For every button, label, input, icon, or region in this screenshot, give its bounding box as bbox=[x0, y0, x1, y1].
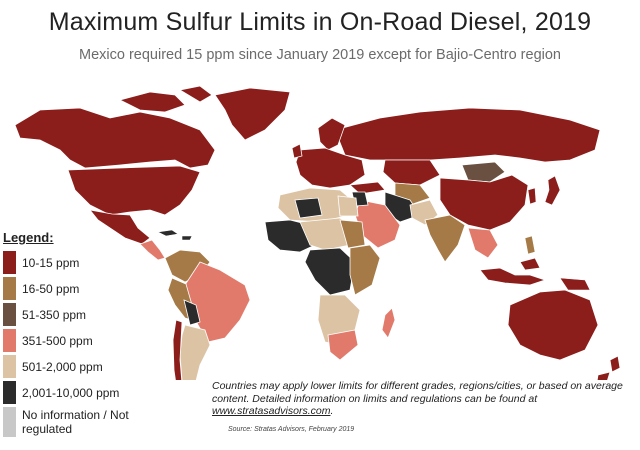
legend: Legend: 10-15 ppm 16-50 ppm 51-350 ppm 3… bbox=[3, 230, 143, 440]
legend-label: No information / Not regulated bbox=[22, 408, 129, 436]
region-australia bbox=[507, 289, 599, 361]
region-russia bbox=[334, 107, 601, 163]
legend-item: 501-2,000 ppm bbox=[3, 355, 143, 378]
legend-item: 16-50 ppm bbox=[3, 277, 143, 300]
legend-label: 10-15 ppm bbox=[22, 255, 80, 270]
legend-swatch bbox=[3, 381, 16, 404]
region-new-zealand bbox=[596, 355, 621, 380]
legend-item: No information / Not regulated bbox=[3, 407, 143, 437]
strata-link[interactable]: www.stratasadvisors.com bbox=[212, 405, 331, 417]
map-title: Maximum Sulfur Limits in On-Road Diesel,… bbox=[48, 8, 592, 36]
region-sudan bbox=[339, 219, 366, 249]
region-china bbox=[439, 174, 529, 231]
region-png bbox=[559, 277, 591, 291]
legend-item: 10-15 ppm bbox=[3, 251, 143, 274]
legend-label: 351-500 ppm bbox=[22, 333, 93, 348]
region-kazakhstan bbox=[382, 159, 441, 186]
world-map bbox=[14, 85, 621, 380]
legend-label: 16-50 ppm bbox=[22, 281, 80, 296]
region-south-africa bbox=[327, 329, 359, 361]
legend-item: 2,001-10,000 ppm bbox=[3, 381, 143, 404]
legend-label: 501-2,000 ppm bbox=[22, 359, 103, 374]
region-saudi bbox=[354, 199, 401, 249]
legend-label: 2,001-10,000 ppm bbox=[22, 385, 120, 400]
region-egypt bbox=[337, 195, 359, 217]
legend-label: 51-350 ppm bbox=[22, 307, 87, 322]
region-bolivia-paraguay bbox=[183, 299, 201, 326]
region-turkey bbox=[349, 181, 386, 195]
region-arctic-islands bbox=[118, 85, 213, 113]
legend-item: 51-350 ppm bbox=[3, 303, 143, 326]
region-central-africa bbox=[304, 247, 356, 296]
legend-swatch bbox=[3, 355, 16, 378]
region-usa bbox=[67, 165, 201, 216]
legend-item: 351-500 ppm bbox=[3, 329, 143, 352]
region-indonesia bbox=[479, 257, 547, 286]
region-mongolia bbox=[461, 161, 506, 183]
legend-swatch bbox=[3, 303, 16, 326]
region-japan bbox=[544, 175, 561, 206]
region-india bbox=[424, 214, 466, 263]
footnote-end: . bbox=[330, 405, 334, 417]
region-chile bbox=[172, 319, 183, 380]
footnote-text: Countries may apply lower limits for dif… bbox=[212, 380, 623, 405]
map-subtitle: Mexico required 15 ppm since January 201… bbox=[79, 47, 561, 63]
region-canada bbox=[14, 107, 216, 169]
region-greenland bbox=[214, 87, 291, 141]
region-east-africa bbox=[349, 244, 381, 296]
region-argentina bbox=[179, 324, 211, 380]
region-philippines bbox=[524, 235, 536, 255]
region-uk bbox=[291, 143, 303, 159]
source-credit: Source: Stratas Advisors, February 2019 bbox=[228, 426, 355, 433]
region-southeast-asia bbox=[467, 227, 499, 259]
legend-swatch bbox=[3, 277, 16, 300]
legend-swatch bbox=[3, 407, 16, 437]
legend-title: Legend: bbox=[3, 230, 54, 245]
legend-swatch bbox=[3, 251, 16, 274]
region-scandinavia bbox=[317, 117, 346, 151]
region-central-america bbox=[139, 239, 166, 261]
region-caribbean bbox=[157, 229, 193, 241]
region-korea bbox=[527, 187, 537, 205]
region-mexico bbox=[89, 209, 151, 245]
footnote: Countries may apply lower limits for dif… bbox=[212, 380, 632, 418]
region-madagascar bbox=[381, 307, 396, 339]
legend-swatch bbox=[3, 329, 16, 352]
region-algeria bbox=[294, 197, 323, 219]
